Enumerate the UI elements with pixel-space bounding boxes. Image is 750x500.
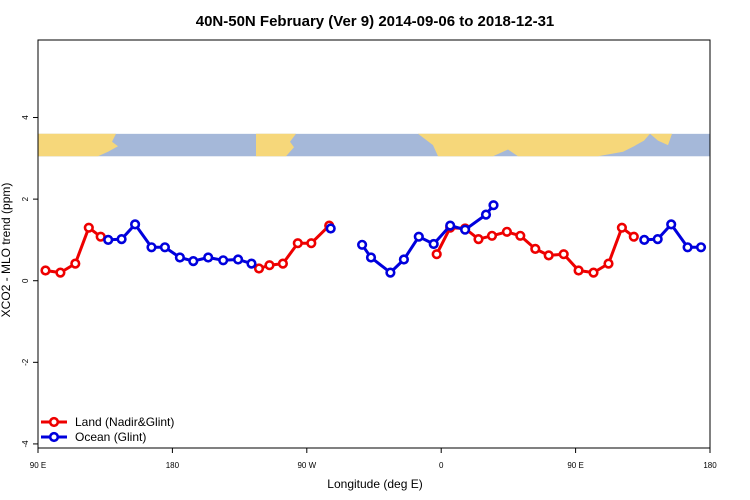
legend-item-land: Land (Nadir&Glint) bbox=[41, 415, 174, 429]
data-point bbox=[83, 222, 94, 233]
legend-item-ocean: Ocean (Glint) bbox=[41, 430, 146, 444]
x-tick-label: 90 W bbox=[297, 461, 316, 470]
data-point bbox=[253, 263, 265, 274]
data-point bbox=[159, 242, 170, 253]
y-tick-label: 2 bbox=[21, 196, 30, 201]
data-point bbox=[233, 254, 244, 265]
x-tick-label: 90 E bbox=[30, 461, 46, 470]
land-mass bbox=[256, 133, 296, 157]
data-point bbox=[325, 223, 336, 234]
data-point bbox=[292, 238, 303, 249]
data-point bbox=[486, 230, 498, 241]
legend-land-marker bbox=[48, 416, 60, 428]
data-point bbox=[515, 230, 526, 241]
data-point bbox=[431, 249, 442, 260]
data-point bbox=[603, 258, 614, 269]
legend-ocean-label: Ocean (Glint) bbox=[75, 430, 146, 444]
land-mass bbox=[650, 133, 672, 146]
data-point bbox=[218, 255, 229, 266]
x-tick-label: 90 E bbox=[567, 461, 583, 470]
x-axis-label: Longitude (deg E) bbox=[327, 477, 422, 491]
data-point bbox=[40, 265, 51, 276]
x-tick-label: 180 bbox=[703, 461, 717, 470]
y-axis-label: XCO2 - MLO trend (ppm) bbox=[0, 183, 13, 318]
data-point bbox=[398, 254, 410, 265]
data-point bbox=[116, 234, 127, 245]
data-point bbox=[652, 234, 663, 245]
map-land bbox=[38, 133, 672, 157]
legend-ocean-marker bbox=[48, 431, 60, 443]
series-line bbox=[360, 204, 495, 275]
data-point bbox=[616, 222, 628, 233]
data-point bbox=[130, 219, 141, 230]
data-point bbox=[501, 226, 513, 237]
data-point bbox=[445, 220, 456, 231]
data-point bbox=[203, 252, 214, 263]
data-point bbox=[480, 209, 492, 220]
data-point bbox=[530, 243, 541, 254]
data-point bbox=[365, 252, 377, 263]
data-point bbox=[306, 238, 317, 249]
data-point bbox=[682, 242, 693, 253]
data-point bbox=[488, 200, 499, 211]
y-tick-label: -4 bbox=[21, 440, 30, 448]
data-point bbox=[357, 239, 368, 250]
data-point bbox=[188, 256, 199, 267]
data-point bbox=[428, 238, 439, 250]
data-point bbox=[146, 242, 157, 253]
data-point bbox=[573, 265, 584, 276]
x-axis: 90 E 180 90 W 0 90 E 180 bbox=[30, 448, 717, 470]
data-point bbox=[639, 234, 650, 245]
y-axis: -4 -2 0 2 4 bbox=[21, 115, 38, 448]
data-point bbox=[70, 258, 81, 269]
data-point bbox=[473, 234, 484, 245]
x-tick-label: 180 bbox=[166, 461, 180, 470]
y-tick-label: -2 bbox=[21, 358, 30, 366]
data-point bbox=[666, 219, 677, 230]
data-point bbox=[174, 252, 185, 263]
plot-frame bbox=[37, 39, 711, 449]
data-point bbox=[103, 234, 114, 245]
data-point bbox=[264, 260, 275, 271]
legend-land-label: Land (Nadir&Glint) bbox=[75, 415, 174, 429]
data-point bbox=[543, 250, 554, 261]
data-point bbox=[558, 249, 569, 260]
y-tick-label: 0 bbox=[21, 278, 30, 283]
data-point bbox=[55, 267, 66, 278]
land-mass bbox=[38, 133, 118, 157]
y-tick-label: 4 bbox=[21, 115, 30, 120]
data-point bbox=[413, 231, 424, 242]
data-point bbox=[246, 258, 257, 269]
data-point bbox=[460, 224, 471, 235]
data-point bbox=[628, 231, 639, 242]
land-mass bbox=[418, 133, 650, 157]
x-tick-label: 0 bbox=[439, 461, 444, 470]
series-ocean bbox=[103, 200, 707, 278]
map-strip bbox=[38, 133, 710, 157]
data-point bbox=[277, 258, 289, 269]
data-point bbox=[695, 242, 707, 253]
data-point bbox=[385, 267, 396, 278]
chart-title: 40N-50N February (Ver 9) 2014-09-06 to 2… bbox=[196, 13, 555, 30]
legend: Land (Nadir&Glint) Ocean (Glint) bbox=[41, 415, 174, 444]
data-point bbox=[588, 267, 599, 278]
series-layer bbox=[40, 200, 707, 278]
